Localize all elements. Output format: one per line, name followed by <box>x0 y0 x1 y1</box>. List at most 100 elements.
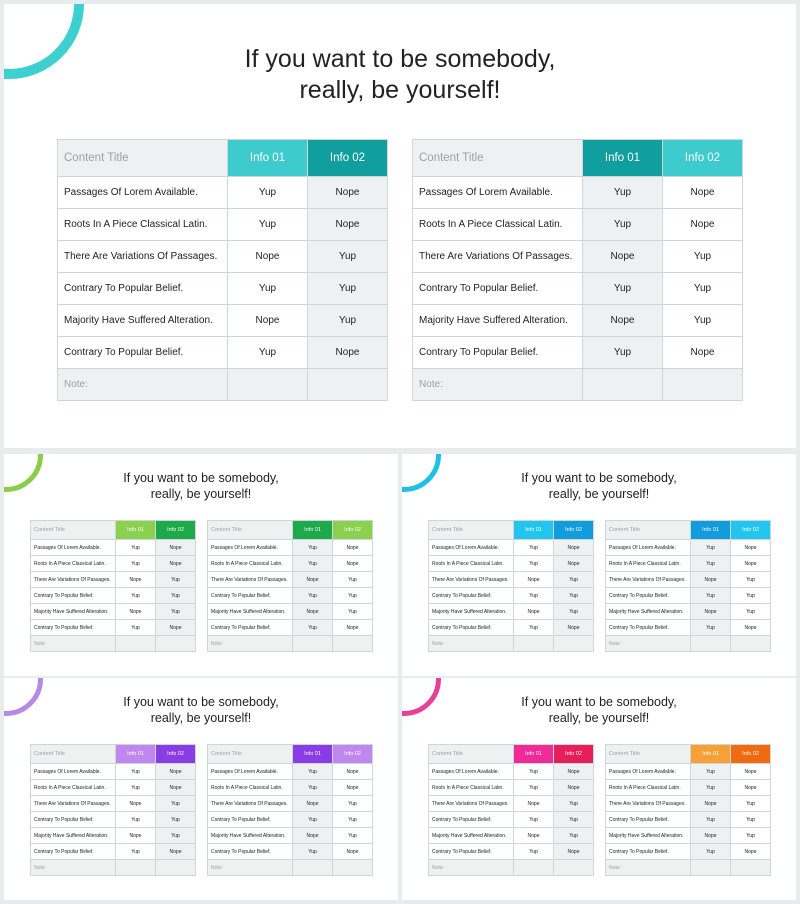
content-title-header: Content Title <box>207 744 293 764</box>
table-row: Contrary To Popular Belief. Yup Nope <box>207 843 373 860</box>
row-label: Roots In A Piece Classical Latin. <box>30 779 116 796</box>
row-label: Majority Have Suffered Alteration. <box>57 304 228 337</box>
note-label: Note: <box>412 368 583 401</box>
note-label: Note: <box>57 368 228 401</box>
row-value: Yup <box>730 587 771 604</box>
slide-title: If you want to be somebody, really, be y… <box>402 471 796 502</box>
main-slide: If you want to be somebody, really, be y… <box>4 4 796 448</box>
row-value: Yup <box>332 795 373 812</box>
row-value: Yup <box>730 827 771 844</box>
table-row: There Are Variations Of Passages. Nope Yup <box>30 571 196 588</box>
row-value: Nope <box>553 843 594 860</box>
row-value: Yup <box>513 619 554 636</box>
comparison-table-right: Content Title Info 01 Info 02 Passages Of L… <box>605 744 771 876</box>
row-value: Yup <box>582 176 663 209</box>
slide-title: If you want to be somebody, really, be y… <box>4 695 398 726</box>
note-cell <box>227 368 308 401</box>
table-header-row: Content Title Info 01 Info 02 <box>428 744 594 764</box>
note-label: Note: <box>428 635 514 652</box>
row-value: Yup <box>332 571 373 588</box>
row-value: Yup <box>307 304 388 337</box>
row-label: Passages Of Lorem Available. <box>57 176 228 209</box>
content-title-header: Content Title <box>30 744 116 764</box>
row-value: Yup <box>553 587 594 604</box>
row-value: Yup <box>292 811 333 828</box>
table-row: There Are Variations Of Passages. Nope Yup <box>57 240 388 273</box>
row-label: Passages Of Lorem Available. <box>605 539 691 556</box>
row-label: There Are Variations Of Passages. <box>605 571 691 588</box>
info-header-1: Info 01 <box>227 139 308 177</box>
row-value: Yup <box>513 555 554 572</box>
row-label: Passages Of Lorem Available. <box>412 176 583 209</box>
row-value: Yup <box>332 603 373 620</box>
row-value: Yup <box>513 843 554 860</box>
table-header-row: Content Title Info 01 Info 02 <box>412 139 743 177</box>
row-label: Contrary To Popular Belief. <box>428 811 514 828</box>
row-label: There Are Variations Of Passages. <box>30 571 116 588</box>
info-header-2: Info 02 <box>307 139 388 177</box>
comparison-table-left: Content Title Info 01 Info 02 Passages Of L… <box>428 520 594 652</box>
slide-title: If you want to be somebody, really, be y… <box>4 44 796 106</box>
row-value: Yup <box>332 827 373 844</box>
row-value: Yup <box>155 571 196 588</box>
row-value: Yup <box>307 272 388 305</box>
content-title-header: Content Title <box>30 520 116 540</box>
row-value: Nope <box>513 571 554 588</box>
title-line-1: If you want to be somebody, <box>244 45 556 73</box>
table-row: Contrary To Popular Belief. Yup Nope <box>207 619 373 636</box>
row-label: Roots In A Piece Classical Latin. <box>207 779 293 796</box>
row-value: Nope <box>513 827 554 844</box>
table-row: Majority Have Suffered Alteration. Nope Yu… <box>605 603 771 620</box>
row-label: Majority Have Suffered Alteration. <box>428 827 514 844</box>
note-cell <box>155 859 196 876</box>
note-cell <box>115 635 156 652</box>
info-header-1: Info 01 <box>292 744 333 764</box>
row-value: Yup <box>115 619 156 636</box>
table-row: Majority Have Suffered Alteration. Nope Yu… <box>207 603 373 620</box>
row-value: Yup <box>292 619 333 636</box>
note-label: Note: <box>428 859 514 876</box>
row-value: Nope <box>227 240 308 273</box>
note-cell <box>332 635 373 652</box>
note-label: Note: <box>30 635 116 652</box>
row-value: Nope <box>553 555 594 572</box>
info-header-1: Info 01 <box>513 744 554 764</box>
row-value: Yup <box>690 539 731 556</box>
table-row: Passages Of Lorem Available. Yup Nope <box>605 539 771 556</box>
row-label: Roots In A Piece Classical Latin. <box>30 555 116 572</box>
row-value: Nope <box>292 795 333 812</box>
row-value: Nope <box>730 843 771 860</box>
row-label: Contrary To Popular Belief. <box>412 336 583 369</box>
note-cell <box>513 635 554 652</box>
row-value: Yup <box>227 176 308 209</box>
table-row: Roots In A Piece Classical Latin. Yup Nope <box>605 779 771 796</box>
row-value: Yup <box>115 779 156 796</box>
row-value: Nope <box>513 603 554 620</box>
row-value: Yup <box>553 603 594 620</box>
row-label: Contrary To Popular Belief. <box>605 619 691 636</box>
table-header-row: Content Title Info 01 Info 02 <box>428 520 594 540</box>
table-header-row: Content Title Info 01 Info 02 <box>207 744 373 764</box>
info-header-1: Info 01 <box>115 520 156 540</box>
table-row: Majority Have Suffered Alteration. Nope Yu… <box>207 827 373 844</box>
title-line-2: really, be yourself! <box>150 710 252 725</box>
table-row: Roots In A Piece Classical Latin. Yup Nope <box>30 555 196 572</box>
table-row: Majority Have Suffered Alteration. Nope Yu… <box>428 603 594 620</box>
row-value: Nope <box>730 555 771 572</box>
table-row: Contrary To Popular Belief. Yup Yup <box>412 272 743 305</box>
table-row: Contrary To Popular Belief. Yup Yup <box>605 811 771 828</box>
row-value: Yup <box>292 555 333 572</box>
row-value: Yup <box>662 304 743 337</box>
row-value: Yup <box>292 587 333 604</box>
info-header-1: Info 01 <box>513 520 554 540</box>
info-header-2: Info 02 <box>730 744 771 764</box>
row-label: Contrary To Popular Belief. <box>207 843 293 860</box>
note-cell <box>690 859 731 876</box>
row-label: Contrary To Popular Belief. <box>605 843 691 860</box>
row-label: Passages Of Lorem Available. <box>30 539 116 556</box>
note-label: Note: <box>605 859 691 876</box>
info-header-2: Info 02 <box>553 744 594 764</box>
row-label: Contrary To Popular Belief. <box>428 587 514 604</box>
row-label: Roots In A Piece Classical Latin. <box>428 555 514 572</box>
thumbnail-slide-green: If you want to be somebody, really, be y… <box>4 454 398 676</box>
